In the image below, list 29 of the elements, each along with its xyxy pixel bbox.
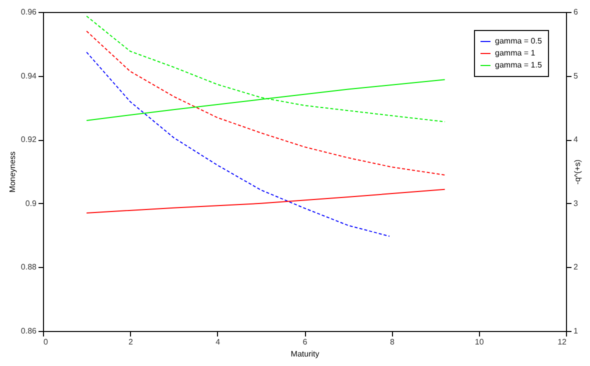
y-tick-label: 0.92 — [20, 135, 38, 144]
y-axis-title: Moneyness — [8, 152, 17, 192]
x-tick-label: 0 — [44, 338, 48, 346]
x-tick-label: 4 — [216, 338, 221, 346]
y2-tick-label: 1 — [574, 326, 578, 336]
x-axis-title: Maturity — [290, 350, 320, 358]
y-tick-label: 0.9 — [25, 198, 38, 208]
legend-label: gamma = 0.5 — [495, 36, 542, 46]
line-series — [86, 30, 446, 176]
legend-label: gamma = 1.5 — [495, 60, 542, 70]
line-series — [86, 188, 446, 214]
x-tick-label: 10 — [474, 338, 484, 346]
y2-tick-label: 3 — [574, 198, 578, 208]
x-tick-label: 12 — [558, 338, 568, 346]
y-tick-label: 0.86 — [20, 326, 38, 336]
x-tick-label: 6 — [302, 338, 308, 346]
y2-tick-label: 2 — [574, 262, 578, 272]
y-tick-label: 0.94 — [20, 71, 38, 80]
y2-axis-title: -q^(+s) — [572, 159, 582, 184]
y-tick-label: 0.96 — [20, 8, 38, 16]
legend-label: gamma = 1 — [495, 48, 536, 58]
x-tick-label: 8 — [390, 338, 395, 346]
y2-tick-label: 6 — [574, 8, 578, 16]
y2-tick-label: 5 — [574, 71, 578, 80]
y2-tick-label: 4 — [574, 135, 578, 144]
line-series — [86, 16, 446, 122]
x-tick-label: 2 — [128, 338, 134, 346]
line-series — [86, 52, 390, 237]
y-tick-label: 0.88 — [20, 262, 38, 272]
